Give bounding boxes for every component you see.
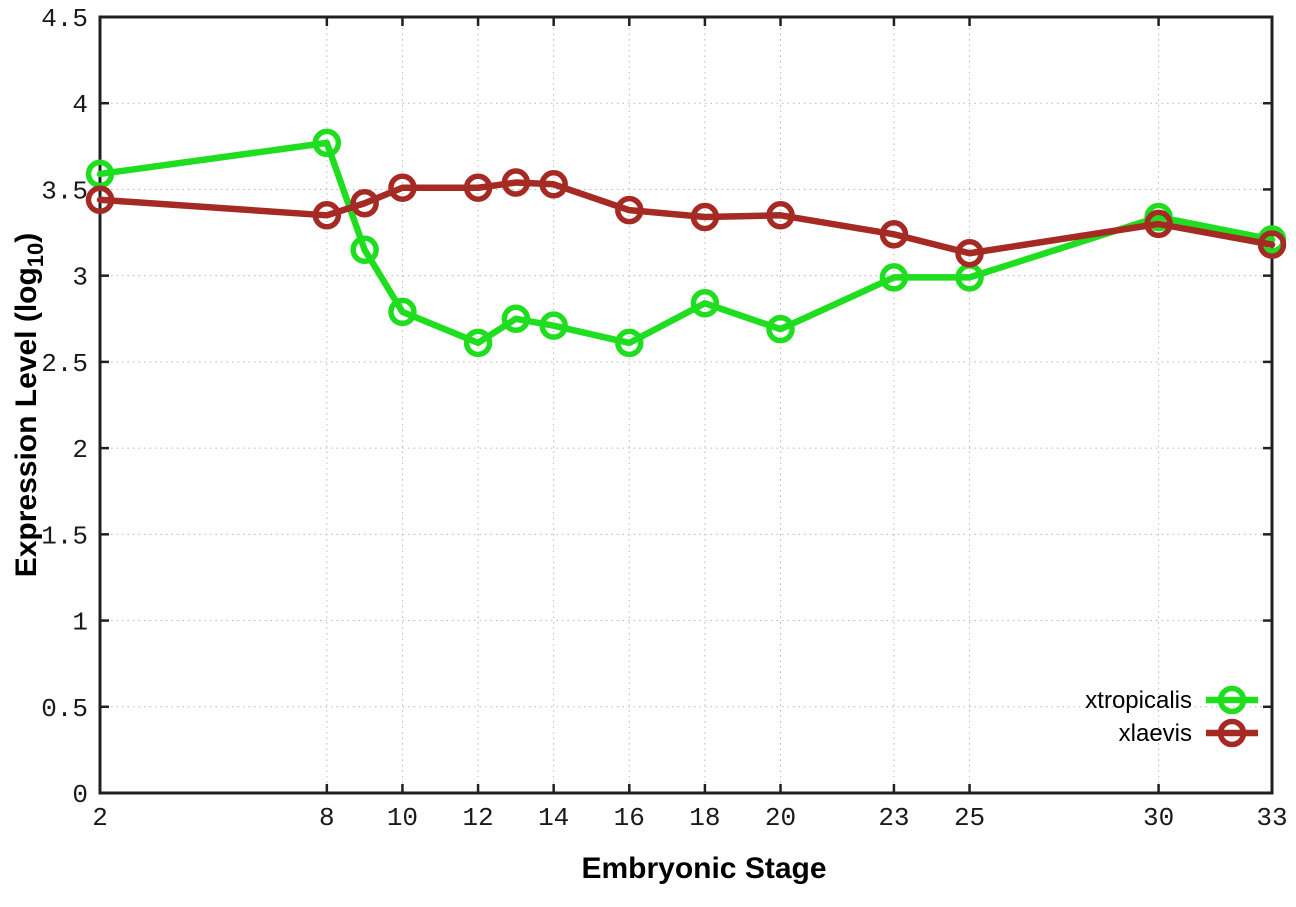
legend-label-xlaevis: xlaevis <box>1119 720 1192 747</box>
series-xlaevis-marker <box>879 220 909 249</box>
series-xlaevis-marker <box>766 201 795 230</box>
y-tick-labels: 0 0.5 1 1.5 2 2.5 3 3.5 4 4.5 <box>41 4 88 810</box>
y-axis-title: Expression Level (log10) <box>10 233 48 578</box>
legend-marker-xlaevis <box>1217 718 1247 748</box>
series-xlaevis-marker <box>350 188 379 218</box>
x-axis-title: Embryonic Stage <box>581 852 826 885</box>
series-xtropicalis-marker <box>615 328 644 358</box>
legend-label-xtropicalis: xtropicalis <box>1085 687 1192 714</box>
x-tick-label: 12 <box>462 803 493 833</box>
y-tick-label: 4 <box>72 90 88 120</box>
legend: xtropicalis xlaevis <box>1085 685 1258 748</box>
y-tick-label: 3.5 <box>41 176 88 206</box>
series-xlaevis-marker <box>85 185 115 215</box>
x-tick-label: 30 <box>1143 803 1174 833</box>
series-xlaevis-marker <box>615 195 644 225</box>
series-xtropicalis-marker <box>501 304 531 334</box>
y-tick-label: 1.5 <box>41 521 88 551</box>
x-tick-label: 25 <box>954 803 985 833</box>
series-xlaevis-marker <box>955 238 984 268</box>
series-xtropicalis-marker <box>539 311 568 340</box>
x-tick-labels: 2 8 10 12 14 16 18 20 23 25 30 33 <box>92 803 1287 833</box>
series-xtropicalis-marker <box>388 297 417 327</box>
x-tick-label: 14 <box>538 803 569 833</box>
y-tick-label: 1 <box>72 608 88 638</box>
x-tick-label: 18 <box>689 803 720 833</box>
series-xlaevis-marker <box>463 173 493 202</box>
series-xtropicalis-marker <box>879 263 909 292</box>
series-xtropicalis-marker <box>766 314 795 344</box>
legend-marker-xtropicalis <box>1217 685 1247 715</box>
x-tick-label: 8 <box>319 803 335 833</box>
series-xlaevis-marker <box>1257 230 1287 259</box>
series-xlaevis <box>85 168 1287 268</box>
series-xtropicalis-marker <box>350 235 379 265</box>
y-tick-label: 3 <box>72 263 88 293</box>
series-xtropicalis-marker <box>463 328 493 358</box>
series-xlaevis-marker <box>1144 209 1173 239</box>
y-tick-label: 2.5 <box>41 349 88 379</box>
series-xlaevis-marker <box>501 168 531 197</box>
y-tick-label: 0 <box>72 780 88 810</box>
y-tick-label: 4.5 <box>41 4 88 34</box>
x-tick-label: 16 <box>614 803 645 833</box>
x-tick-label: 33 <box>1256 803 1287 833</box>
series-xlaevis-marker <box>388 173 417 202</box>
x-tick-label: 2 <box>92 803 108 833</box>
series-xlaevis-marker <box>539 170 568 199</box>
y-tick-label: 2 <box>72 435 88 465</box>
series-xtropicalis-marker <box>312 128 342 158</box>
series-xlaevis-marker <box>312 201 342 230</box>
x-tick-label: 10 <box>387 803 418 833</box>
x-tick-label: 20 <box>765 803 796 833</box>
y-tick-label: 0.5 <box>41 694 88 724</box>
plot-border <box>98 15 1274 795</box>
series-xtropicalis-marker <box>690 289 720 318</box>
x-tick-label: 23 <box>878 803 909 833</box>
series-xtropicalis-marker <box>85 159 115 189</box>
series-xlaevis-marker <box>690 202 720 232</box>
